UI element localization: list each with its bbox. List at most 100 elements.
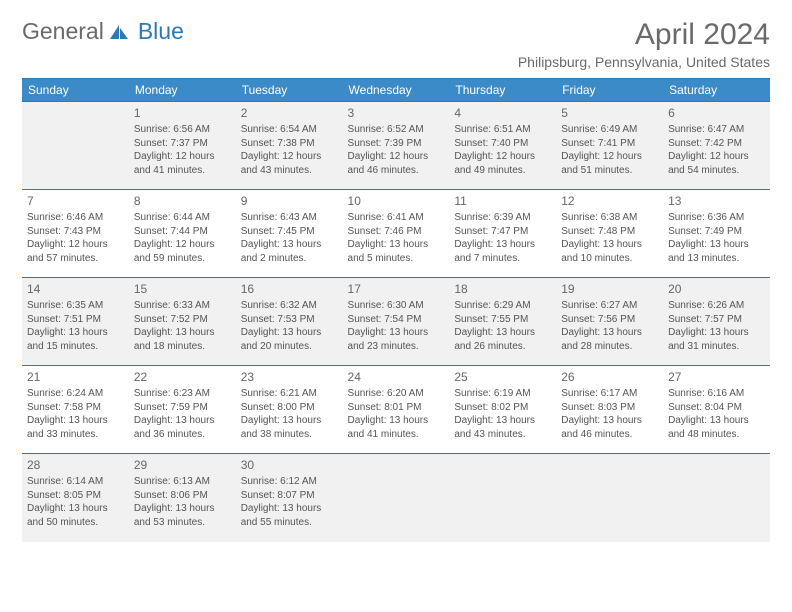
sunset-text: Sunset: 7:39 PM xyxy=(348,137,445,151)
daylight-text: Daylight: 13 hours xyxy=(27,502,124,516)
daylight-text: and 51 minutes. xyxy=(561,164,658,178)
calendar-week-row: 14Sunrise: 6:35 AMSunset: 7:51 PMDayligh… xyxy=(22,278,770,366)
weekday-header: Sunday xyxy=(22,79,129,102)
calendar-day-cell: 25Sunrise: 6:19 AMSunset: 8:02 PMDayligh… xyxy=(449,366,556,454)
daylight-text: and 10 minutes. xyxy=(561,252,658,266)
daylight-text: and 36 minutes. xyxy=(134,428,231,442)
sunrise-text: Sunrise: 6:16 AM xyxy=(668,387,765,401)
sunrise-text: Sunrise: 6:13 AM xyxy=(134,475,231,489)
daylight-text: Daylight: 13 hours xyxy=(27,414,124,428)
sunset-text: Sunset: 7:45 PM xyxy=(241,225,338,239)
sunset-text: Sunset: 7:46 PM xyxy=(348,225,445,239)
logo: General Blue xyxy=(22,18,184,45)
sunset-text: Sunset: 7:54 PM xyxy=(348,313,445,327)
daylight-text: and 15 minutes. xyxy=(27,340,124,354)
daylight-text: Daylight: 13 hours xyxy=(241,326,338,340)
sunrise-text: Sunrise: 6:26 AM xyxy=(668,299,765,313)
daylight-text: Daylight: 12 hours xyxy=(134,238,231,252)
day-number: 6 xyxy=(668,105,765,121)
calendar-day-cell: 14Sunrise: 6:35 AMSunset: 7:51 PMDayligh… xyxy=(22,278,129,366)
calendar-day-cell: 8Sunrise: 6:44 AMSunset: 7:44 PMDaylight… xyxy=(129,190,236,278)
calendar-day-cell: 5Sunrise: 6:49 AMSunset: 7:41 PMDaylight… xyxy=(556,102,663,190)
sunrise-text: Sunrise: 6:41 AM xyxy=(348,211,445,225)
daylight-text: Daylight: 13 hours xyxy=(561,238,658,252)
sunrise-text: Sunrise: 6:30 AM xyxy=(348,299,445,313)
daylight-text: and 7 minutes. xyxy=(454,252,551,266)
sunset-text: Sunset: 7:42 PM xyxy=(668,137,765,151)
sunrise-text: Sunrise: 6:23 AM xyxy=(134,387,231,401)
sunset-text: Sunset: 8:07 PM xyxy=(241,489,338,503)
sunrise-text: Sunrise: 6:14 AM xyxy=(27,475,124,489)
calendar-body: 1Sunrise: 6:56 AMSunset: 7:37 PMDaylight… xyxy=(22,102,770,542)
calendar-week-row: 28Sunrise: 6:14 AMSunset: 8:05 PMDayligh… xyxy=(22,454,770,542)
sunset-text: Sunset: 7:57 PM xyxy=(668,313,765,327)
calendar-week-row: 1Sunrise: 6:56 AMSunset: 7:37 PMDaylight… xyxy=(22,102,770,190)
daylight-text: Daylight: 12 hours xyxy=(454,150,551,164)
day-number: 18 xyxy=(454,281,551,297)
daylight-text: Daylight: 13 hours xyxy=(561,414,658,428)
daylight-text: Daylight: 13 hours xyxy=(668,326,765,340)
sunrise-text: Sunrise: 6:54 AM xyxy=(241,123,338,137)
weekday-header: Friday xyxy=(556,79,663,102)
weekday-header: Monday xyxy=(129,79,236,102)
daylight-text: Daylight: 13 hours xyxy=(668,238,765,252)
calendar-day-cell: 20Sunrise: 6:26 AMSunset: 7:57 PMDayligh… xyxy=(663,278,770,366)
daylight-text: and 38 minutes. xyxy=(241,428,338,442)
day-number: 16 xyxy=(241,281,338,297)
calendar-day-cell: 24Sunrise: 6:20 AMSunset: 8:01 PMDayligh… xyxy=(343,366,450,454)
calendar-day-cell: 13Sunrise: 6:36 AMSunset: 7:49 PMDayligh… xyxy=(663,190,770,278)
sunrise-text: Sunrise: 6:20 AM xyxy=(348,387,445,401)
sunset-text: Sunset: 7:55 PM xyxy=(454,313,551,327)
day-number: 5 xyxy=(561,105,658,121)
day-number: 19 xyxy=(561,281,658,297)
daylight-text: Daylight: 13 hours xyxy=(27,326,124,340)
day-number: 13 xyxy=(668,193,765,209)
weekday-header: Wednesday xyxy=(343,79,450,102)
daylight-text: Daylight: 13 hours xyxy=(348,326,445,340)
day-number: 15 xyxy=(134,281,231,297)
daylight-text: and 59 minutes. xyxy=(134,252,231,266)
daylight-text: and 41 minutes. xyxy=(348,428,445,442)
daylight-text: Daylight: 13 hours xyxy=(241,238,338,252)
logo-text-1: General xyxy=(22,18,104,45)
daylight-text: and 55 minutes. xyxy=(241,516,338,530)
day-number: 29 xyxy=(134,457,231,473)
sunset-text: Sunset: 7:51 PM xyxy=(27,313,124,327)
day-number: 27 xyxy=(668,369,765,385)
sunset-text: Sunset: 7:53 PM xyxy=(241,313,338,327)
daylight-text: Daylight: 12 hours xyxy=(348,150,445,164)
day-number: 30 xyxy=(241,457,338,473)
calendar-day-cell: 21Sunrise: 6:24 AMSunset: 7:58 PMDayligh… xyxy=(22,366,129,454)
sunrise-text: Sunrise: 6:27 AM xyxy=(561,299,658,313)
sunset-text: Sunset: 7:58 PM xyxy=(27,401,124,415)
sunset-text: Sunset: 7:52 PM xyxy=(134,313,231,327)
location: Philipsburg, Pennsylvania, United States xyxy=(518,54,770,70)
day-number: 24 xyxy=(348,369,445,385)
sunrise-text: Sunrise: 6:38 AM xyxy=(561,211,658,225)
sunrise-text: Sunrise: 6:43 AM xyxy=(241,211,338,225)
calendar-day-cell: 12Sunrise: 6:38 AMSunset: 7:48 PMDayligh… xyxy=(556,190,663,278)
daylight-text: and 53 minutes. xyxy=(134,516,231,530)
sunset-text: Sunset: 7:43 PM xyxy=(27,225,124,239)
daylight-text: and 41 minutes. xyxy=(134,164,231,178)
calendar-table: Sunday Monday Tuesday Wednesday Thursday… xyxy=(22,78,770,542)
sunset-text: Sunset: 8:06 PM xyxy=(134,489,231,503)
calendar-day-cell: 28Sunrise: 6:14 AMSunset: 8:05 PMDayligh… xyxy=(22,454,129,542)
daylight-text: and 18 minutes. xyxy=(134,340,231,354)
daylight-text: and 49 minutes. xyxy=(454,164,551,178)
day-number: 1 xyxy=(134,105,231,121)
day-number: 3 xyxy=(348,105,445,121)
daylight-text: and 13 minutes. xyxy=(668,252,765,266)
sunrise-text: Sunrise: 6:21 AM xyxy=(241,387,338,401)
sunset-text: Sunset: 8:03 PM xyxy=(561,401,658,415)
calendar-day-cell: 7Sunrise: 6:46 AMSunset: 7:43 PMDaylight… xyxy=(22,190,129,278)
daylight-text: and 2 minutes. xyxy=(241,252,338,266)
sunrise-text: Sunrise: 6:36 AM xyxy=(668,211,765,225)
day-number: 25 xyxy=(454,369,551,385)
day-number: 4 xyxy=(454,105,551,121)
weekday-header: Saturday xyxy=(663,79,770,102)
daylight-text: Daylight: 13 hours xyxy=(561,326,658,340)
day-number: 2 xyxy=(241,105,338,121)
day-number: 17 xyxy=(348,281,445,297)
sunrise-text: Sunrise: 6:51 AM xyxy=(454,123,551,137)
